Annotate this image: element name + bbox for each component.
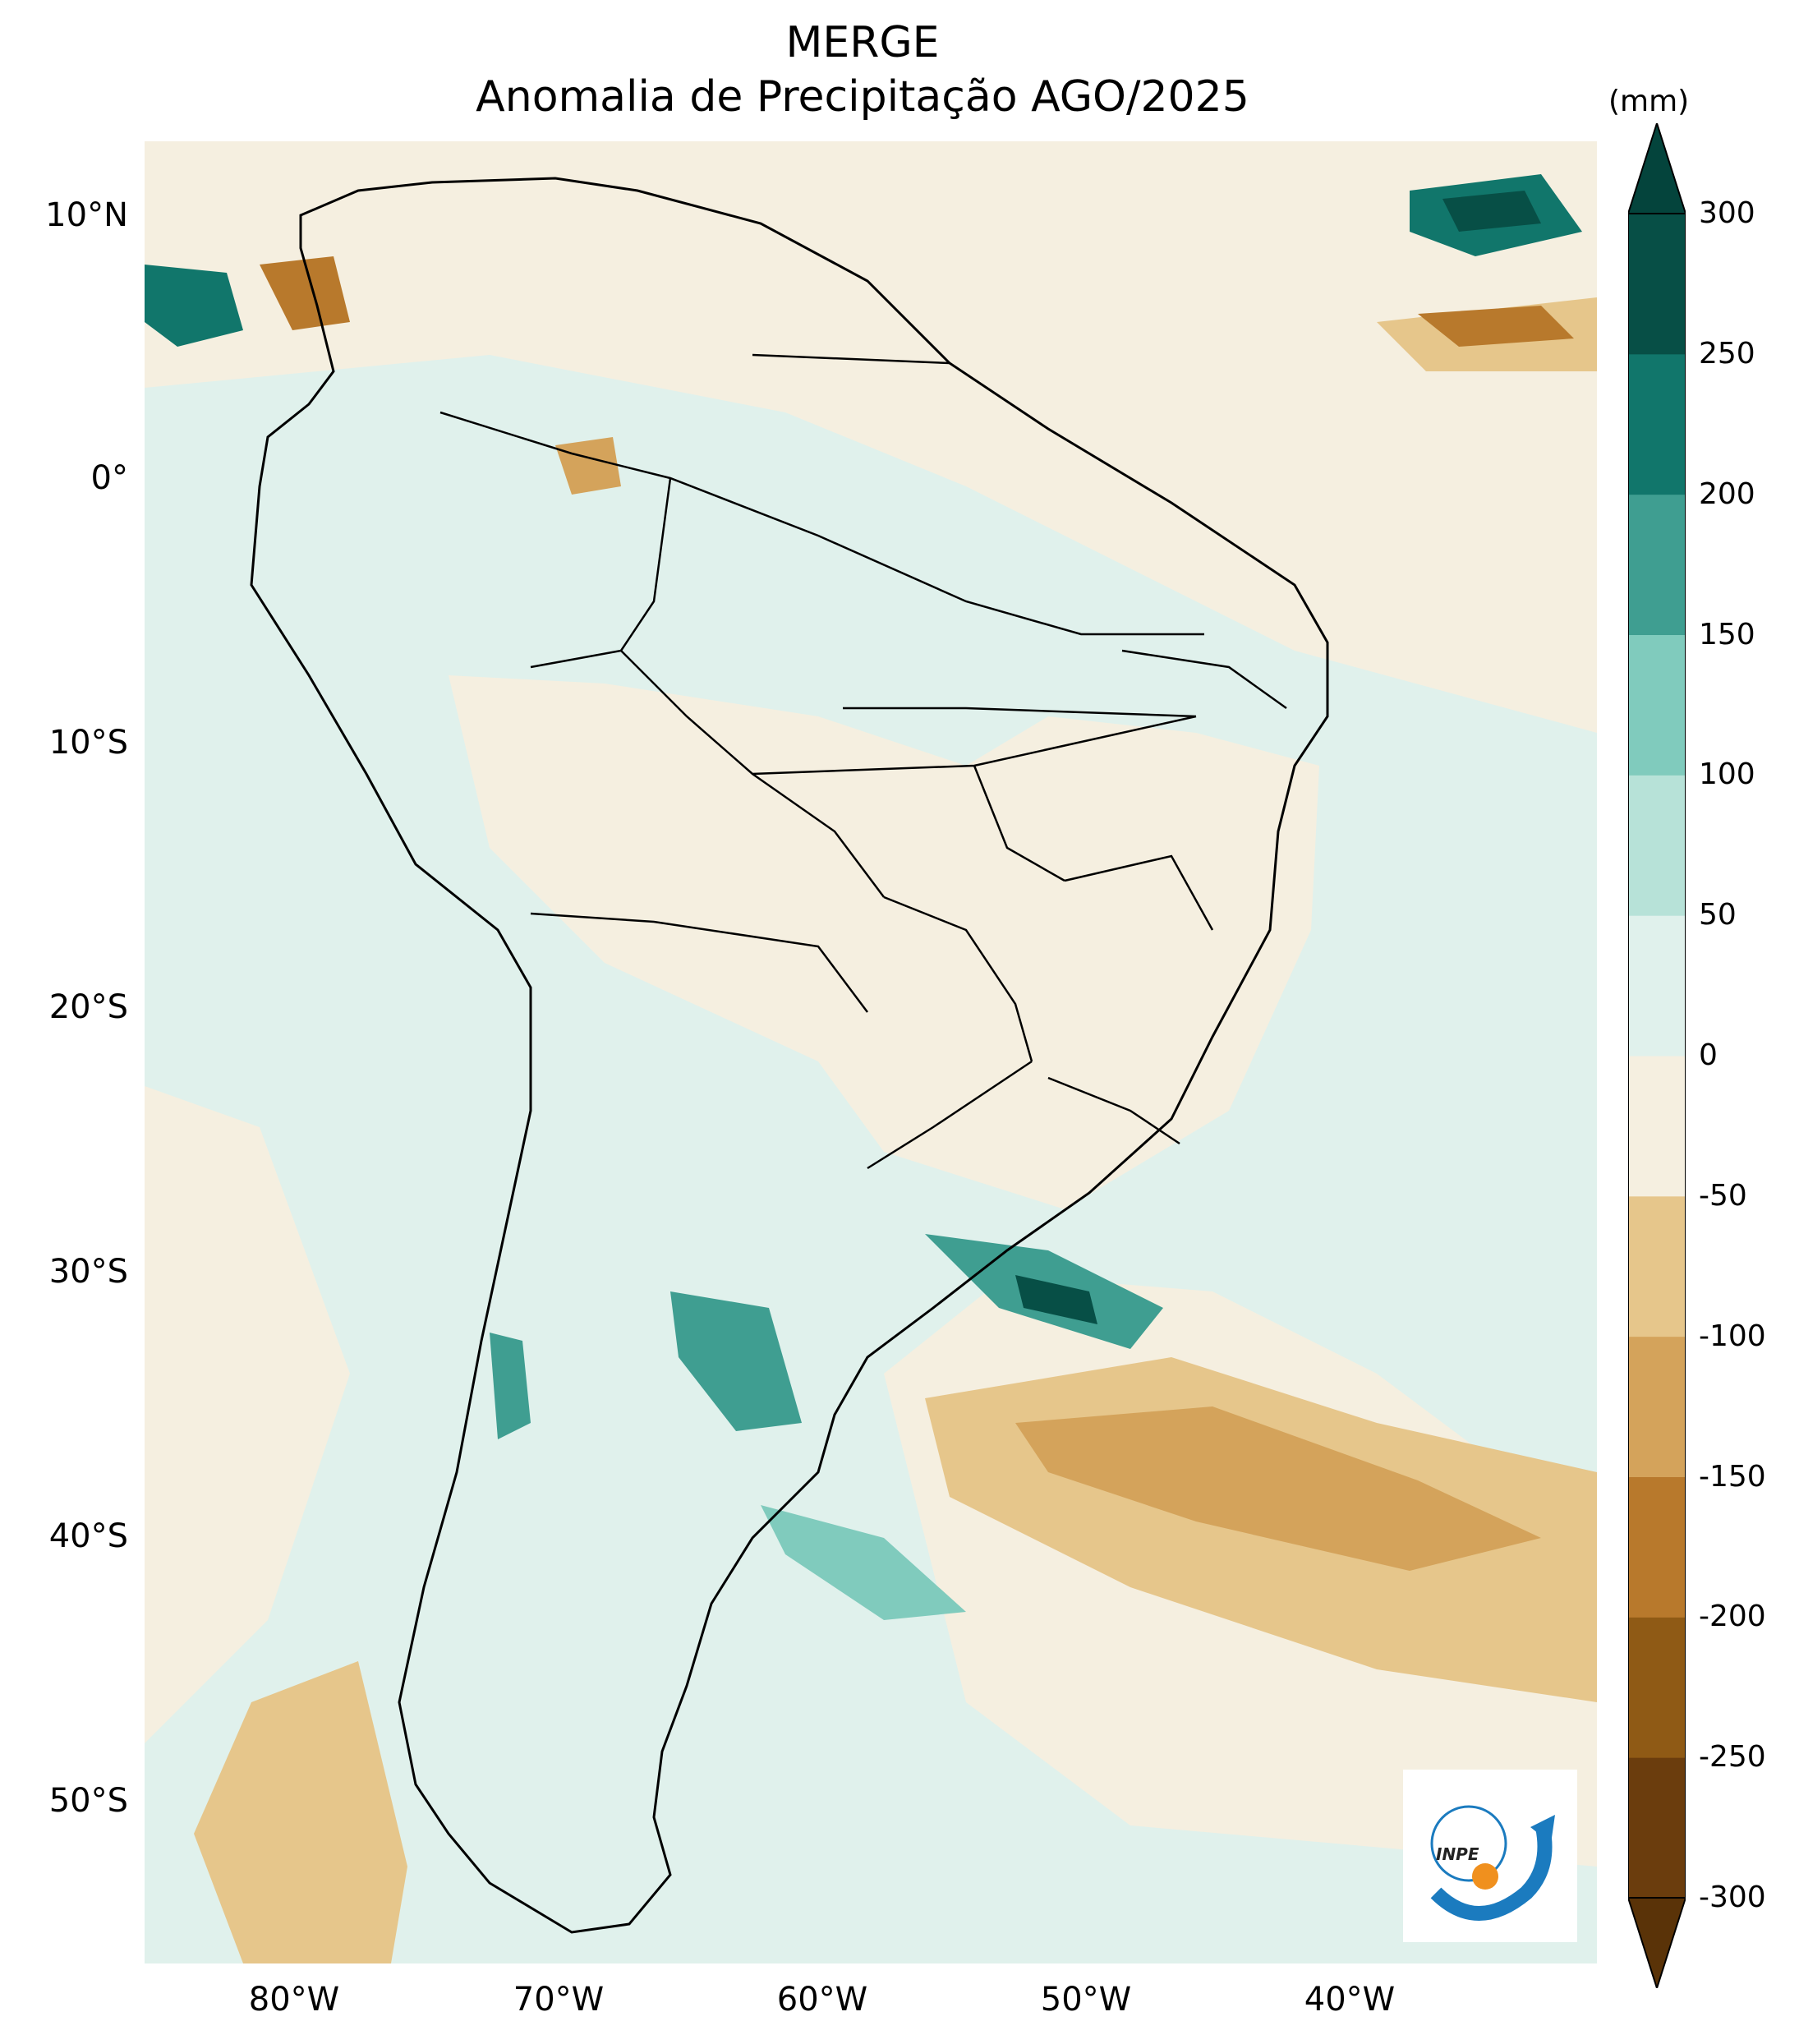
colorbar-tick-label: 50 bbox=[1699, 898, 1737, 932]
colorbar-segment bbox=[1628, 1336, 1686, 1477]
logo-sun bbox=[1472, 1863, 1498, 1890]
anomaly-region-wet-pacific bbox=[145, 265, 243, 347]
colorbar-units: (mm) bbox=[1608, 85, 1690, 118]
colorbar-tick-label: -200 bbox=[1699, 1600, 1766, 1634]
colorbar-tick-label: 250 bbox=[1699, 336, 1755, 371]
logo-arrowhead bbox=[1530, 1815, 1555, 1844]
colorbar-tick-label: -150 bbox=[1699, 1459, 1766, 1494]
anomaly-region-dry-core bbox=[1015, 1406, 1541, 1571]
colorbar-segment bbox=[1628, 915, 1686, 1057]
logo-orbit bbox=[1430, 1805, 1507, 1882]
anomaly-region-dry-colombia bbox=[260, 256, 350, 330]
colorbar-segment bbox=[1628, 353, 1686, 495]
colorbar-segment bbox=[1628, 1195, 1686, 1337]
lat-tick-label: 20°S bbox=[48, 988, 128, 1026]
colorbar-tick-label: 100 bbox=[1699, 757, 1755, 792]
colorbar-segment bbox=[1628, 1617, 1686, 1758]
anomaly-region-dry-amazon bbox=[555, 437, 621, 495]
country-borders bbox=[439, 353, 1287, 1170]
logo-text: INPE bbox=[1436, 1844, 1479, 1864]
colorbar bbox=[1628, 123, 1686, 1988]
colorbar-segment bbox=[1628, 1056, 1686, 1197]
lat-tick-label: 10°S bbox=[48, 724, 128, 762]
colorbar-tick-label: -100 bbox=[1699, 1319, 1766, 1353]
map-subtitle: Anomalia de Precipitação AGO/2025 bbox=[476, 72, 1249, 122]
map-title: MERGE bbox=[785, 18, 940, 67]
anomaly-region-dry-north-atlantic-core bbox=[1418, 306, 1574, 347]
inpe-logo: INPE bbox=[1403, 1770, 1577, 1942]
anomaly-region-wet-chile bbox=[490, 1333, 531, 1439]
lon-tick-label: 60°W bbox=[776, 1981, 868, 2019]
colorbar-extend-high bbox=[1628, 123, 1686, 214]
colorbar-tick-label: 150 bbox=[1699, 617, 1755, 651]
precipitation-anomaly-map bbox=[145, 141, 1597, 1963]
lat-tick-label: 50°S bbox=[48, 1782, 128, 1820]
anomaly-region-wet-argentina bbox=[670, 1291, 802, 1431]
lat-tick-label: 40°S bbox=[48, 1517, 128, 1555]
lon-tick-label: 80°W bbox=[248, 1981, 340, 2019]
lon-tick-label: 50°W bbox=[1040, 1981, 1132, 2019]
lat-tick-label: 30°S bbox=[48, 1253, 128, 1291]
lon-tick-label: 70°W bbox=[513, 1981, 605, 2019]
logo-swoosh bbox=[1430, 1825, 1553, 1921]
lat-tick-label: 10°N bbox=[45, 196, 128, 234]
colorbar-tick-label: 200 bbox=[1699, 476, 1755, 511]
lon-tick-label: 40°W bbox=[1304, 1981, 1396, 2019]
anomaly-region-wet-south-atlantic bbox=[761, 1505, 966, 1620]
coastline bbox=[250, 177, 1329, 1934]
colorbar-tick-label: 300 bbox=[1699, 196, 1755, 230]
anomaly-region-dry-continent bbox=[449, 675, 1319, 1209]
colorbar-tick-label: -300 bbox=[1699, 1881, 1766, 1914]
colorbar-tick-label: -50 bbox=[1699, 1178, 1747, 1213]
colorbar-segment bbox=[1628, 214, 1686, 355]
colorbar-segment bbox=[1628, 775, 1686, 916]
colorbar-segment bbox=[1628, 494, 1686, 635]
colorbar-segment bbox=[1628, 1476, 1686, 1618]
colorbar-segment bbox=[1628, 634, 1686, 776]
colorbar-segment bbox=[1628, 1757, 1686, 1899]
colorbar-extend-low bbox=[1628, 1897, 1686, 1988]
colorbar-tick-label: 0 bbox=[1699, 1038, 1718, 1072]
anomaly-region-wet-uruguay-core bbox=[1015, 1275, 1097, 1324]
colorbar-tick-label: -250 bbox=[1699, 1740, 1766, 1775]
anomaly-region-wet-caribbean-core bbox=[1442, 191, 1541, 232]
anomaly-region-dry-patagonia bbox=[194, 1661, 407, 1963]
colorbar-outline bbox=[1628, 213, 1686, 1899]
lat-tick-label: 0° bbox=[90, 459, 128, 497]
